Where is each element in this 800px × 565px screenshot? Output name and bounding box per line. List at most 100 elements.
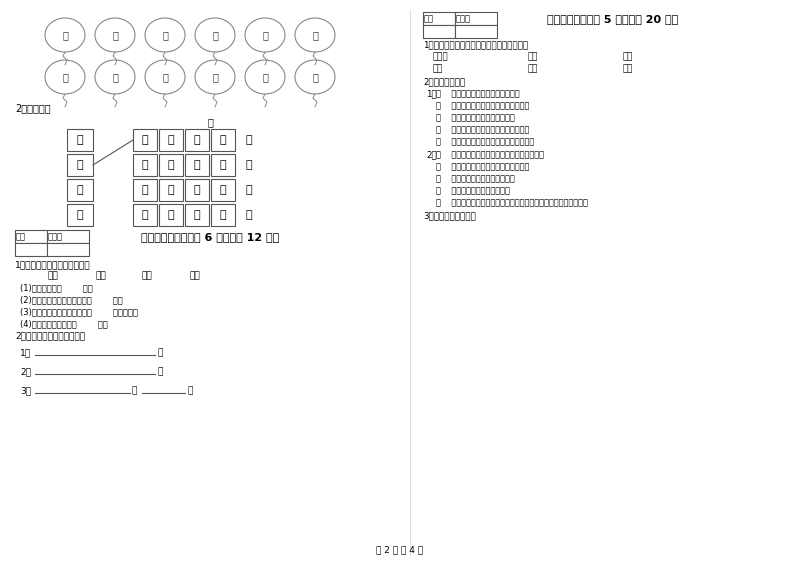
- Text: 好一: 好一: [623, 64, 634, 73]
- FancyBboxPatch shape: [133, 204, 157, 226]
- Text: （    ）小宁有一道题不会做，举手问老师。: （ ）小宁有一道题不会做，举手问老师。: [436, 137, 534, 146]
- Text: 山: 山: [168, 135, 174, 145]
- Text: 2、给句子排队。: 2、给句子排队。: [423, 77, 466, 86]
- Text: （    ）上课的时候，邓老师认真地讲课。: （ ）上课的时候，邓老师认真地讲课。: [436, 125, 530, 134]
- FancyBboxPatch shape: [159, 129, 183, 151]
- Text: 色: 色: [220, 135, 226, 145]
- Text: 有: 有: [194, 135, 200, 145]
- Text: 得分: 得分: [424, 14, 434, 23]
- Text: 远: 远: [77, 135, 83, 145]
- FancyBboxPatch shape: [67, 154, 93, 176]
- Text: 对一: 对一: [528, 53, 538, 62]
- Text: 听: 听: [142, 160, 148, 170]
- FancyBboxPatch shape: [455, 12, 497, 25]
- Text: 2、: 2、: [20, 367, 31, 376]
- Text: (4)小朋友过马路时要（        ）。: (4)小朋友过马路时要（ ）。: [20, 319, 108, 328]
- Text: 。: 。: [246, 185, 252, 195]
- Text: 。: 。: [246, 160, 252, 170]
- Text: 花: 花: [168, 185, 174, 195]
- Text: 鼠: 鼠: [162, 72, 168, 82]
- Text: 2、: 2、: [426, 150, 437, 159]
- FancyBboxPatch shape: [47, 243, 89, 256]
- Text: 惊: 惊: [220, 210, 226, 220]
- Text: （    ）小松不信，继续躺着看。: （ ）小松不信，继续躺着看。: [436, 186, 510, 195]
- Text: 看: 看: [142, 135, 148, 145]
- Text: 3、: 3、: [20, 386, 31, 396]
- Text: 粗心一: 粗心一: [433, 53, 449, 62]
- Text: （    ）小松见妈妈生气了，赶快放下书，并保证以后不躺着看书了。: （ ）小松见妈妈生气了，赶快放下书，并保证以后不躺着看书了。: [436, 198, 588, 207]
- FancyBboxPatch shape: [423, 25, 455, 38]
- Text: 1、选择和心组成的词语填在句: 1、选择和心组成的词语填在句: [15, 260, 90, 270]
- Text: （    ）邓老师看见了，耐心地给他讲解。: （ ）邓老师看见了，耐心地给他讲解。: [436, 102, 530, 111]
- Text: （    ）老师讲课后让大家做练习题。: （ ）老师讲课后让大家做练习题。: [436, 89, 520, 98]
- Text: 田: 田: [162, 30, 168, 40]
- Text: （    ）不一会儿，小宁就会做了。: （ ）不一会儿，小宁就会做了。: [436, 114, 514, 123]
- Text: ？: ？: [157, 367, 162, 376]
- FancyBboxPatch shape: [159, 204, 183, 226]
- Text: 春: 春: [77, 160, 83, 170]
- Text: 则: 则: [112, 30, 118, 40]
- Text: （    ）妈妈生气了，说小松不听她的话。: （ ）妈妈生气了，说小松不听她的话。: [436, 163, 530, 172]
- Text: 。: 。: [246, 210, 252, 220]
- Text: 2、连一连。: 2、连一连。: [15, 103, 50, 113]
- Text: （    ）妈妈劝他不要躺着看书，这样容易近视。: （ ）妈妈劝他不要躺着看书，这样容易近视。: [436, 150, 544, 159]
- FancyBboxPatch shape: [133, 154, 157, 176]
- Text: ，: ，: [132, 386, 138, 396]
- FancyBboxPatch shape: [185, 179, 209, 201]
- Text: 战: 战: [312, 30, 318, 40]
- Text: 在: 在: [220, 185, 226, 195]
- Text: 小心: 小心: [48, 272, 58, 280]
- Text: 。: 。: [187, 386, 192, 396]
- Text: 开心: 开心: [189, 272, 200, 280]
- Text: 五、补充句子（每题 6 分，共计 12 分）: 五、补充句子（每题 6 分，共计 12 分）: [141, 232, 279, 242]
- Text: 鸟: 鸟: [168, 210, 174, 220]
- Text: 。: 。: [246, 135, 252, 145]
- Text: 1、: 1、: [20, 349, 31, 358]
- FancyBboxPatch shape: [67, 204, 93, 226]
- FancyBboxPatch shape: [211, 204, 235, 226]
- Text: 还: 还: [194, 185, 200, 195]
- Text: ！: ！: [157, 349, 162, 358]
- Text: 友: 友: [212, 72, 218, 82]
- FancyBboxPatch shape: [67, 129, 93, 151]
- FancyBboxPatch shape: [185, 129, 209, 151]
- Text: 细心: 细心: [142, 272, 153, 280]
- Text: 影: 影: [112, 72, 118, 82]
- Text: （    ）晚上，小松躺在床上看书。: （ ）晚上，小松躺在床上看书。: [436, 175, 514, 184]
- Text: 水: 水: [168, 160, 174, 170]
- FancyBboxPatch shape: [423, 12, 455, 25]
- FancyBboxPatch shape: [211, 154, 235, 176]
- FancyBboxPatch shape: [455, 25, 497, 38]
- FancyBboxPatch shape: [133, 179, 157, 201]
- Text: 放心: 放心: [95, 272, 106, 280]
- FancyBboxPatch shape: [15, 243, 47, 256]
- FancyBboxPatch shape: [185, 154, 209, 176]
- FancyBboxPatch shape: [133, 129, 157, 151]
- FancyBboxPatch shape: [211, 129, 235, 151]
- Text: 3、我述儿歌是本领。: 3、我述儿歌是本领。: [423, 211, 476, 220]
- Text: 画: 画: [207, 117, 213, 127]
- Text: 哭一: 哭一: [433, 64, 443, 73]
- Text: 声: 声: [220, 160, 226, 170]
- Text: (2)妹妹得到了洋娃娃，非常（        ）。: (2)妹妹得到了洋娃娃，非常（ ）。: [20, 295, 122, 305]
- Text: 得分: 得分: [16, 232, 26, 241]
- Text: 无: 无: [194, 160, 200, 170]
- Text: 1、: 1、: [426, 89, 437, 98]
- Text: 六、综合题（每题 5 分，共计 20 分）: 六、综合题（每题 5 分，共计 20 分）: [547, 14, 678, 24]
- Text: 黑: 黑: [212, 30, 218, 40]
- Text: 乡: 乡: [262, 72, 268, 82]
- Text: 去: 去: [142, 185, 148, 195]
- Text: 天: 天: [312, 72, 318, 82]
- Text: 评卷人: 评卷人: [456, 14, 471, 23]
- Text: 评卷人: 评卷人: [48, 232, 63, 241]
- FancyBboxPatch shape: [185, 204, 209, 226]
- Text: 人: 人: [77, 185, 83, 195]
- Text: 蓝: 蓝: [262, 30, 268, 40]
- FancyBboxPatch shape: [67, 179, 93, 201]
- Text: (1)班长做事很（        ）。: (1)班长做事很（ ）。: [20, 284, 93, 293]
- Text: 1、你能写出与下列字词意思相反之词语吗？: 1、你能写出与下列字词意思相反之词语吗？: [423, 41, 528, 50]
- Text: 野: 野: [62, 72, 68, 82]
- FancyBboxPatch shape: [159, 179, 183, 201]
- Text: (3)奶奶的身体好了，妈妈才（        ）地回家。: (3)奶奶的身体好了，妈妈才（ ）地回家。: [20, 307, 138, 316]
- Text: 来: 来: [142, 210, 148, 220]
